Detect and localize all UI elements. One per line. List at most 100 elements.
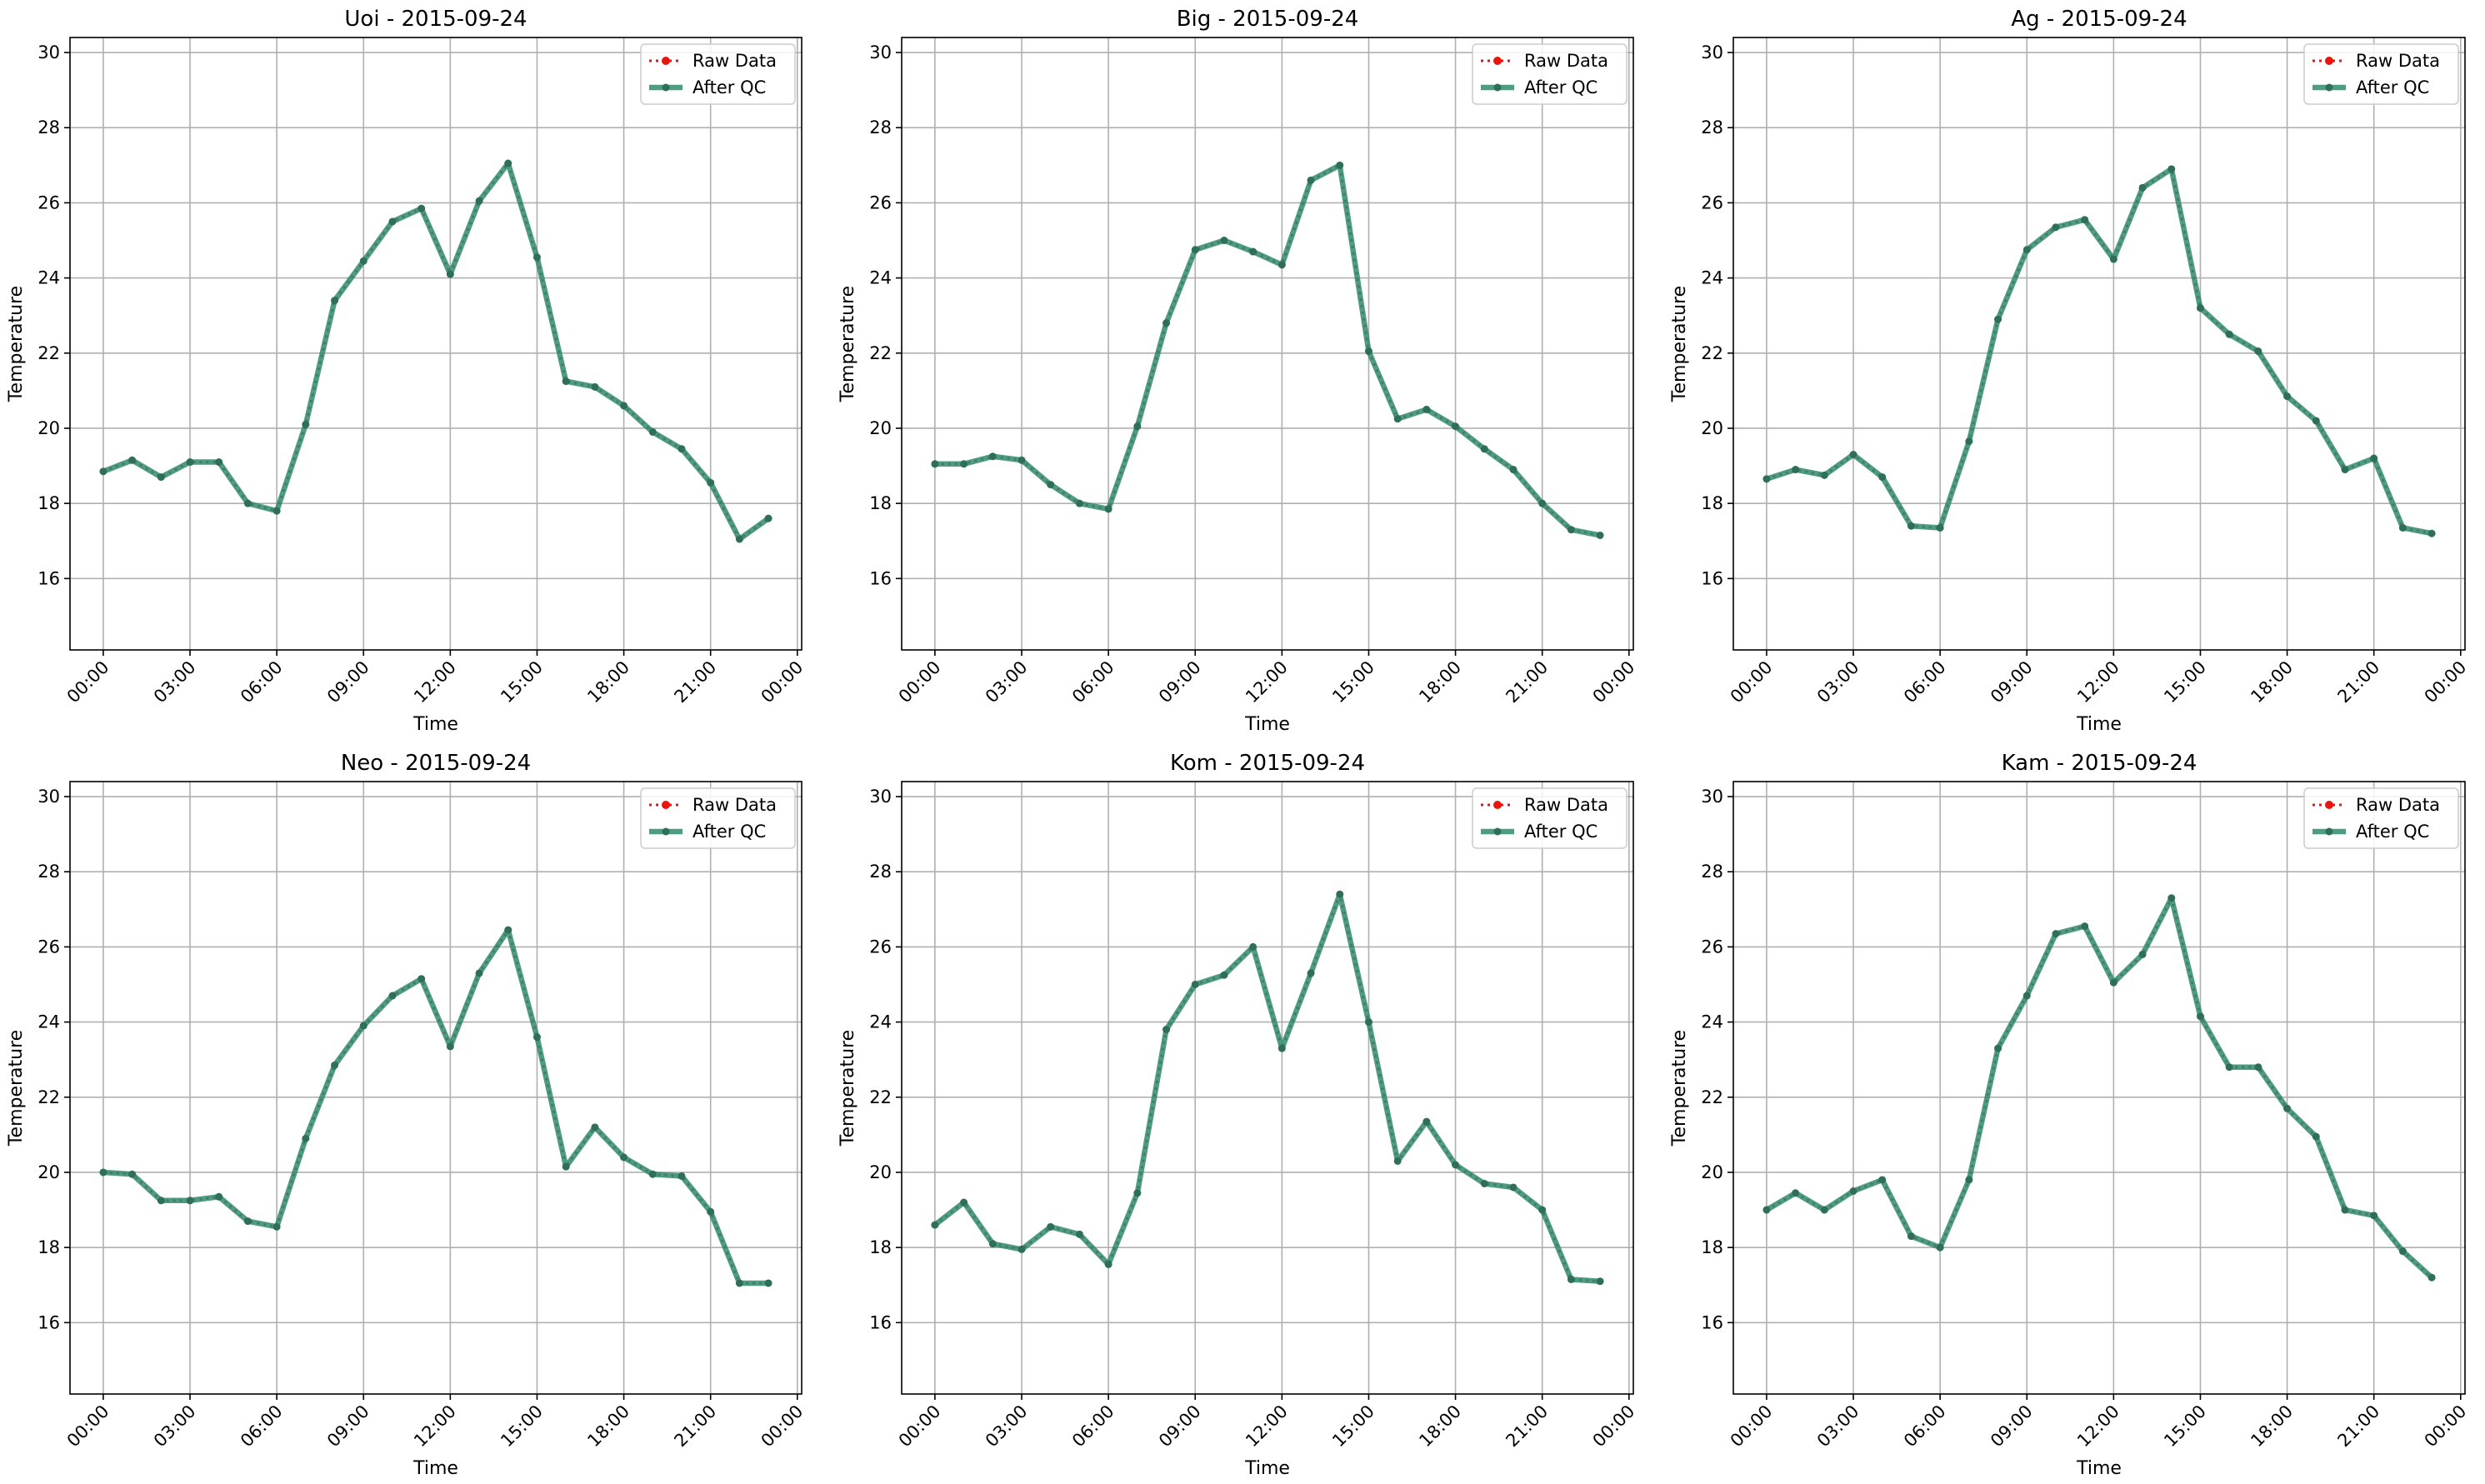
after-qc-point xyxy=(302,420,310,428)
after-qc-point xyxy=(446,270,454,278)
legend-marker-after-qc xyxy=(1493,83,1502,92)
y-tick-label: 28 xyxy=(1701,117,1723,137)
after-qc-point xyxy=(1792,466,1800,474)
legend-marker-raw-data xyxy=(1493,801,1502,809)
x-tick-label: 00:00 xyxy=(1589,1402,1639,1452)
x-tick-label: 12:00 xyxy=(410,1402,460,1452)
legend-label-after-qc: After QC xyxy=(692,77,766,97)
legend-label-raw-data: Raw Data xyxy=(2356,795,2440,815)
chart-panel-2: 16 18 20 22 24 26 28 30 00:00 03:00 06:00 09:00 12:0… xyxy=(1669,7,2470,735)
y-tick-label: 22 xyxy=(869,1087,892,1107)
legend-marker-after-qc xyxy=(2325,827,2333,836)
legend-label-raw-data: Raw Data xyxy=(1524,795,1608,815)
y-tick-label: 18 xyxy=(1701,493,1723,513)
after-qc-point xyxy=(1480,445,1488,453)
after-qc-point xyxy=(186,1197,194,1205)
after-qc-point xyxy=(272,1222,281,1231)
y-tick-label: 18 xyxy=(869,1237,892,1257)
after-qc-point xyxy=(1047,481,1055,489)
after-qc-point xyxy=(2225,1063,2233,1072)
after-qc-point xyxy=(1820,1206,1828,1214)
after-qc-point xyxy=(1936,1243,1944,1252)
x-tick-label: 03:00 xyxy=(150,1402,200,1452)
after-qc-point xyxy=(128,456,137,464)
x-axis-label: Time xyxy=(1244,714,1290,735)
y-tick-label: 30 xyxy=(1701,42,1723,62)
after-qc-point xyxy=(2022,246,2031,254)
after-qc-point xyxy=(504,159,512,167)
axes-frame xyxy=(901,37,1634,651)
x-tick-label: 15:00 xyxy=(1328,1402,1378,1452)
y-tick-label: 16 xyxy=(869,568,892,588)
after-qc-point xyxy=(2312,417,2320,425)
after-qc-point xyxy=(1849,451,1858,459)
after-qc-point xyxy=(1762,1206,1771,1214)
after-qc-point xyxy=(243,1217,252,1226)
after-qc-point xyxy=(2052,930,2060,938)
after-qc-point xyxy=(418,204,426,212)
after-qc-point xyxy=(1762,475,1771,483)
after-qc-point xyxy=(1075,499,1083,507)
x-tick-label: 15:00 xyxy=(497,1402,547,1452)
x-tick-label: 09:00 xyxy=(323,1402,373,1452)
legend-marker-raw-data xyxy=(2325,801,2333,809)
chart-title: Uoi - 2015-09-24 xyxy=(344,7,527,32)
after-qc-point xyxy=(331,1061,339,1069)
x-tick-label: 00:00 xyxy=(758,1402,808,1452)
y-tick-label: 30 xyxy=(38,42,60,62)
after-qc-point xyxy=(764,1279,772,1287)
y-tick-label: 20 xyxy=(869,1162,892,1182)
after-qc-point xyxy=(388,217,397,226)
y-tick-label: 28 xyxy=(869,117,892,137)
after-qc-point xyxy=(1509,1183,1518,1192)
after-qc-point xyxy=(1104,505,1112,513)
axes-frame xyxy=(1732,781,2466,1395)
after-qc-point xyxy=(620,402,628,410)
after-qc-point xyxy=(1075,1230,1083,1238)
after-qc-point xyxy=(1249,942,1258,951)
legend-label-after-qc: After QC xyxy=(2356,822,2429,842)
after-qc-point xyxy=(2370,1212,2378,1220)
after-qc-point xyxy=(1792,1189,1800,1197)
x-axis-label: Time xyxy=(2076,1458,2122,1479)
after-qc-point xyxy=(2283,392,2292,401)
x-tick-label: 15:00 xyxy=(497,657,547,707)
after-qc-point xyxy=(1162,1026,1171,1034)
series-line-after-qc xyxy=(102,160,770,542)
after-qc-point xyxy=(243,499,252,507)
after-qc-point xyxy=(2196,1012,2204,1021)
after-qc-point xyxy=(2254,347,2262,356)
after-qc-point xyxy=(272,507,281,515)
after-qc-point xyxy=(532,1033,541,1042)
after-qc-point xyxy=(1994,1044,2002,1052)
axes-frame xyxy=(1732,37,2466,651)
y-tick-label: 28 xyxy=(38,862,60,882)
after-qc-point xyxy=(931,1221,939,1229)
x-tick-label: 09:00 xyxy=(1155,657,1205,707)
after-qc-point xyxy=(620,1153,628,1162)
x-tick-label: 06:00 xyxy=(237,657,287,707)
series-line-raw-data xyxy=(934,163,1601,537)
after-qc-point xyxy=(2312,1132,2320,1141)
after-qc-point xyxy=(591,382,599,391)
after-qc-point xyxy=(157,473,165,482)
x-tick-label: 12:00 xyxy=(2073,1402,2123,1452)
y-tick-label: 16 xyxy=(38,1312,60,1332)
chart-title: Kam - 2015-09-24 xyxy=(2002,751,2198,776)
x-tick-label: 00:00 xyxy=(1727,1402,1777,1452)
after-qc-point xyxy=(2138,183,2147,192)
legend: Raw Data After QC xyxy=(1472,43,1628,105)
after-qc-point xyxy=(157,1197,165,1205)
after-qc-point xyxy=(1596,531,1604,539)
y-tick-label: 22 xyxy=(38,343,60,363)
x-tick-label: 15:00 xyxy=(1328,657,1378,707)
after-qc-point xyxy=(1393,1157,1402,1165)
after-qc-point xyxy=(2428,529,2436,537)
y-tick-label: 24 xyxy=(869,1012,892,1032)
y-tick-label: 22 xyxy=(38,1087,60,1107)
legend-label-after-qc: After QC xyxy=(1524,77,1598,97)
legend-marker-after-qc xyxy=(1493,827,1502,836)
after-qc-point xyxy=(1220,236,1228,244)
after-qc-point xyxy=(1820,471,1828,479)
